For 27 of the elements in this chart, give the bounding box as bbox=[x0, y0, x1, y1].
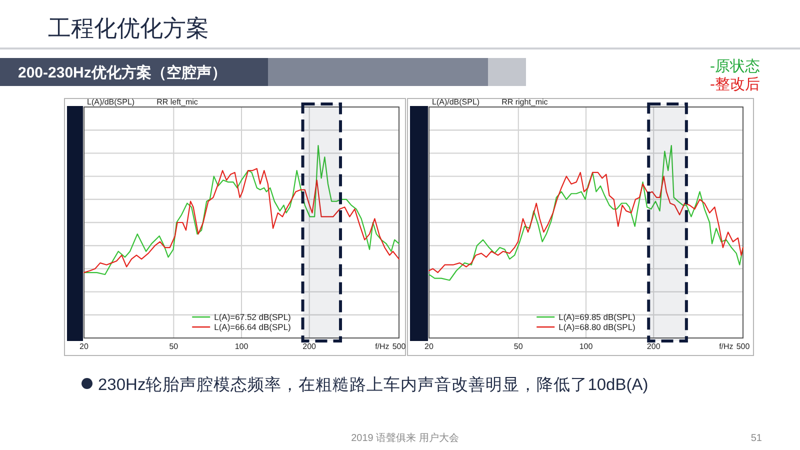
x-axis-title: f/Hz bbox=[375, 342, 390, 351]
text: 200-230Hz优化方案（空腔声） bbox=[18, 64, 226, 82]
text: 51 bbox=[750, 433, 762, 444]
legend-label: -原状态 bbox=[710, 58, 760, 75]
legend-label: L(A)=68.80 dB(SPL) bbox=[558, 322, 636, 332]
legend-label: L(A)=69.85 dB(SPL) bbox=[558, 312, 636, 322]
legend-label: -整改后 bbox=[710, 76, 760, 93]
x-tick-label: 200 bbox=[302, 342, 317, 351]
text: 工程化优化方案 bbox=[48, 15, 209, 41]
x-axis-title: f/Hz bbox=[719, 342, 734, 351]
x-tick-label: 50 bbox=[169, 342, 179, 351]
x-tick-label: 20 bbox=[424, 342, 434, 351]
chart-title: RR left_mic bbox=[156, 98, 198, 106]
x-tick-label: 100 bbox=[234, 342, 249, 351]
x-tick-label: 100 bbox=[579, 342, 594, 351]
text: 230Hz轮胎声腔模态频率，在粗糙路上车内声音改善明显，降低了10dB(A) bbox=[98, 375, 648, 394]
x-tick-label: 50 bbox=[514, 342, 524, 351]
x-tick-label: 500 bbox=[392, 342, 406, 351]
x-tick-label: 200 bbox=[646, 342, 661, 351]
legend-label: L(A)=67.52 dB(SPL) bbox=[214, 312, 292, 322]
legend-label: L(A)=66.64 dB(SPL) bbox=[214, 322, 292, 332]
y-axis-title: L(A)/dB(SPL) bbox=[432, 98, 480, 106]
chart-title: RR right_mic bbox=[502, 98, 548, 106]
text: 2019 语聲俱来 用户大会 bbox=[351, 432, 459, 444]
x-tick-label: 20 bbox=[80, 342, 89, 351]
y-axis-title: L(A)/dB(SPL) bbox=[87, 98, 135, 106]
x-tick-label: 500 bbox=[736, 342, 750, 351]
